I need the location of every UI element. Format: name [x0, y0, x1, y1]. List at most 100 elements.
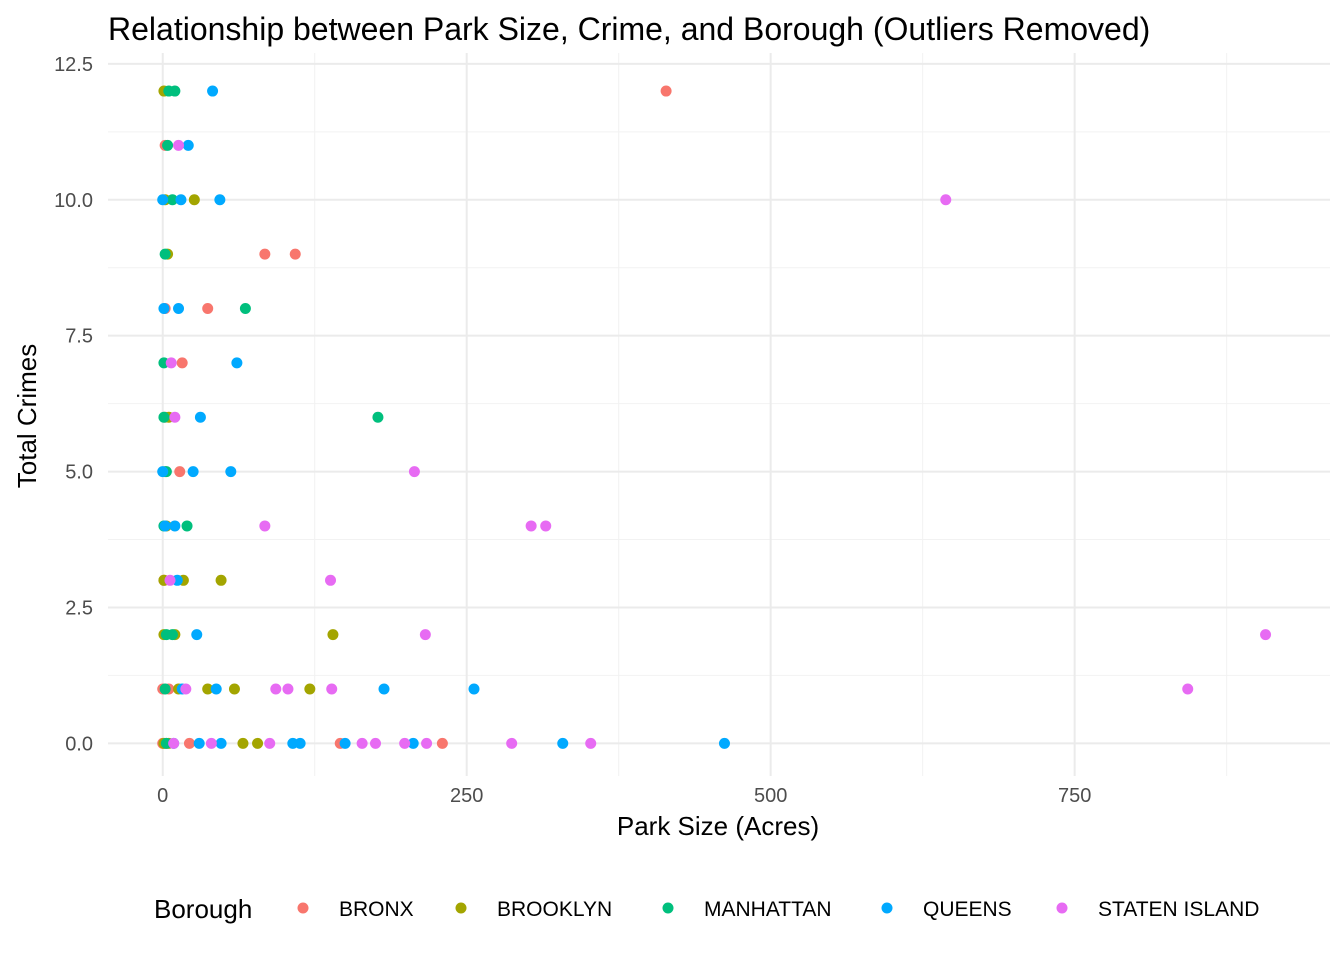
point-bronx: [289, 248, 301, 260]
point-staten-island: [506, 737, 518, 749]
point-staten-island: [173, 139, 185, 151]
point-staten-island: [259, 520, 271, 532]
point-staten-island: [270, 683, 282, 695]
point-staten-island: [326, 683, 338, 695]
point-queens: [182, 139, 194, 151]
legend-key-manhattan: [662, 902, 674, 914]
point-staten-island: [325, 574, 337, 586]
point-bronx: [259, 248, 271, 260]
point-queens: [191, 629, 203, 641]
point-brooklyn: [304, 683, 316, 695]
y-tick-label: 2.5: [65, 597, 93, 619]
point-manhattan: [166, 629, 178, 641]
point-staten-island: [419, 629, 431, 641]
point-bronx: [436, 737, 448, 749]
point-staten-island: [1182, 683, 1194, 695]
point-queens: [231, 357, 243, 369]
point-queens: [407, 737, 419, 749]
legend-label-queens: QUEENS: [923, 898, 1012, 921]
point-queens: [207, 85, 219, 97]
point-bronx: [660, 85, 672, 97]
point-staten-island: [264, 737, 276, 749]
point-bronx: [174, 466, 186, 478]
chart-title: Relationship between Park Size, Crime, a…: [108, 11, 1150, 47]
point-staten-island: [282, 683, 294, 695]
point-manhattan: [166, 194, 178, 206]
point-queens: [193, 737, 205, 749]
point-staten-island: [165, 357, 177, 369]
x-tick-label: 0: [157, 785, 168, 807]
point-queens: [215, 737, 227, 749]
legend-key-brooklyn: [455, 902, 467, 914]
point-queens: [175, 194, 187, 206]
point-manhattan: [239, 302, 251, 314]
point-queens: [187, 466, 199, 478]
point-queens: [468, 683, 480, 695]
legend-label-brooklyn: BROOKLYN: [497, 898, 612, 921]
point-bronx: [202, 302, 214, 314]
y-tick-label: 10.0: [54, 190, 93, 212]
point-staten-island: [169, 411, 181, 423]
point-queens: [339, 737, 351, 749]
point-queens: [294, 737, 306, 749]
point-queens: [158, 302, 170, 314]
legend-key-queens: [881, 902, 893, 914]
point-brooklyn: [228, 683, 240, 695]
plot-grid: [108, 53, 1330, 776]
point-brooklyn: [327, 629, 339, 641]
point-bronx: [183, 737, 195, 749]
point-staten-island: [370, 737, 382, 749]
point-manhattan: [159, 248, 171, 260]
legend-label-bronx: BRONX: [339, 898, 414, 921]
point-manhattan: [162, 139, 174, 151]
point-queens: [225, 466, 237, 478]
x-tick-label: 250: [450, 785, 483, 807]
point-staten-island: [356, 737, 368, 749]
point-staten-island: [540, 520, 552, 532]
data-points: [157, 85, 1272, 749]
point-brooklyn: [252, 737, 264, 749]
point-queens: [718, 737, 730, 749]
point-staten-island: [399, 737, 411, 749]
point-brooklyn: [215, 574, 227, 586]
y-tick-label: 5.0: [65, 462, 93, 484]
point-manhattan: [169, 85, 181, 97]
point-brooklyn: [202, 683, 214, 695]
y-axis-title: Total Crimes: [12, 344, 42, 488]
point-staten-island: [168, 737, 180, 749]
point-queens: [210, 683, 222, 695]
point-brooklyn: [188, 194, 200, 206]
point-manhattan: [372, 411, 384, 423]
y-axis-ticks: 0.0 2.5 5.0 7.5 10.0 12.5: [54, 54, 93, 756]
point-queens: [159, 520, 171, 532]
point-queens: [194, 411, 206, 423]
point-bronx: [176, 357, 188, 369]
legend-label-staten-island: STATEN ISLAND: [1098, 898, 1259, 921]
point-staten-island: [525, 520, 537, 532]
legend-key-staten-island: [1056, 902, 1068, 914]
point-staten-island: [408, 466, 420, 478]
point-queens: [557, 737, 569, 749]
point-queens: [157, 466, 169, 478]
point-brooklyn: [237, 737, 249, 749]
point-staten-island: [1260, 629, 1272, 641]
legend-label-manhattan: MANHATTAN: [704, 898, 832, 921]
point-staten-island: [421, 737, 433, 749]
point-queens: [214, 194, 226, 206]
point-manhattan: [159, 683, 171, 695]
point-staten-island: [180, 683, 192, 695]
point-staten-island: [205, 737, 217, 749]
y-tick-label: 0.0: [65, 733, 93, 755]
point-queens: [173, 302, 185, 314]
point-queens: [378, 683, 390, 695]
point-staten-island: [585, 737, 597, 749]
point-queens: [157, 194, 169, 206]
point-manhattan: [158, 411, 170, 423]
x-axis-ticks: 0 250 500 750: [157, 785, 1091, 807]
point-queens: [169, 520, 181, 532]
y-tick-label: 12.5: [54, 54, 93, 76]
point-staten-island: [164, 574, 176, 586]
point-staten-island: [940, 194, 952, 206]
legend: Borough BRONX BROOKLYN MANHATTAN QUEENS STAT…: [154, 894, 1259, 924]
